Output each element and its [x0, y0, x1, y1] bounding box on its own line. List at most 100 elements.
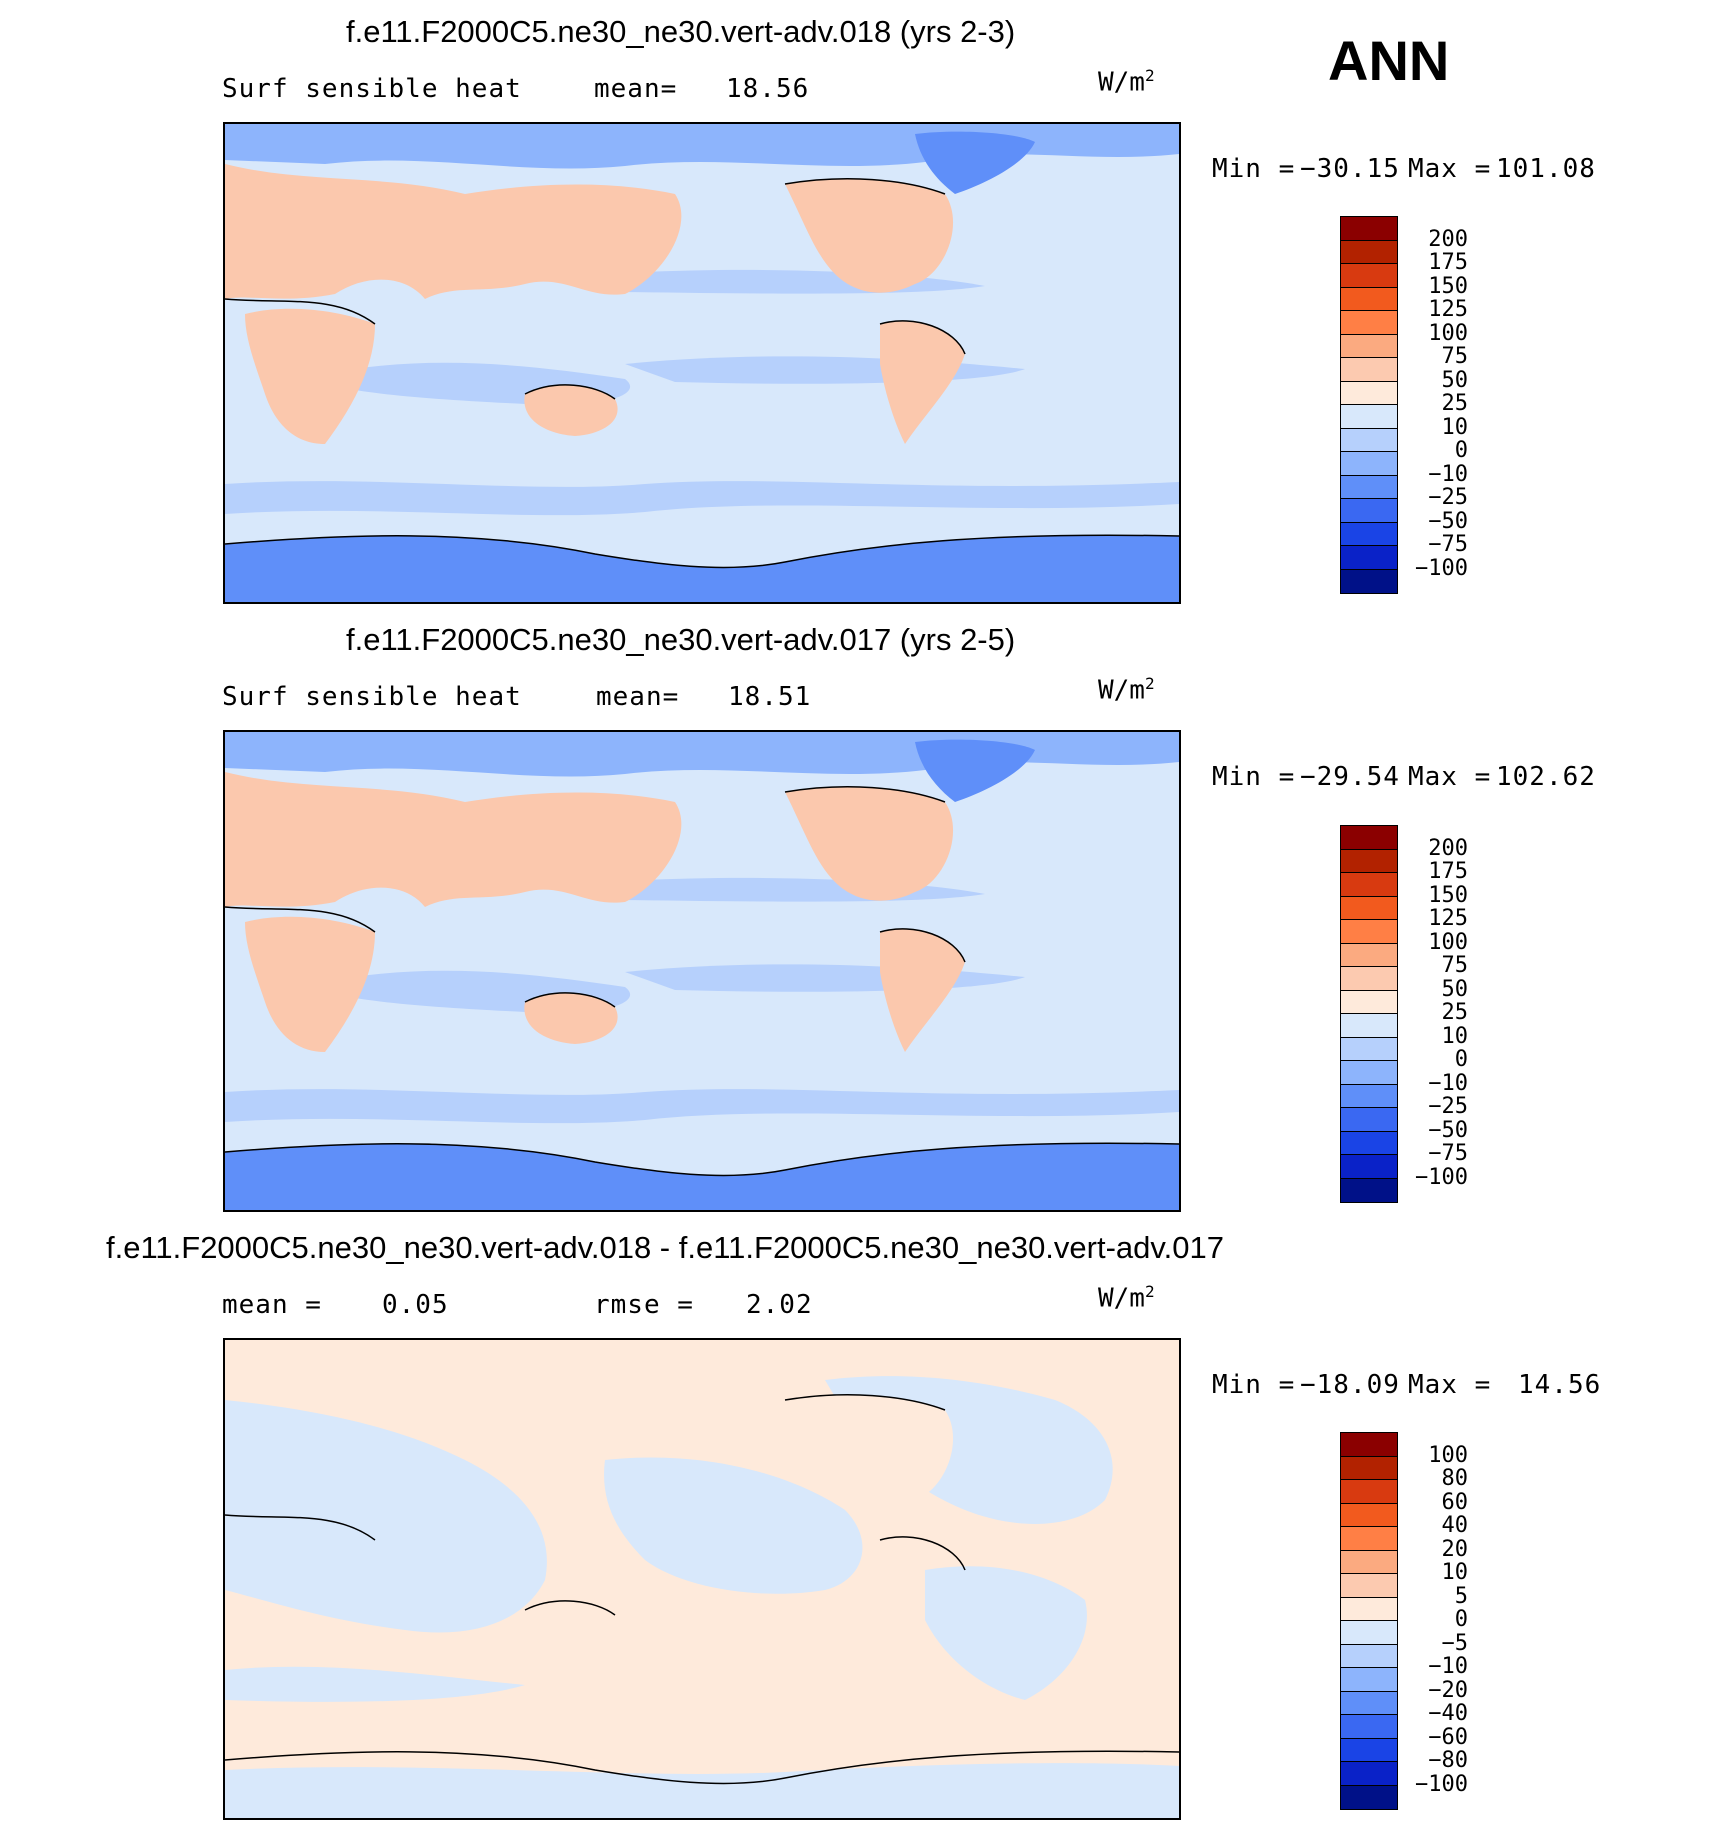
colorbar-level-label: 10 — [1441, 1023, 1469, 1049]
panel3-mean-value: 0.05 — [382, 1290, 449, 1320]
colorbar-level-label: −80 — [1428, 1748, 1468, 1773]
colorbar-level-label: 0 — [1454, 1047, 1468, 1072]
panel3-colorbar — [1340, 1432, 1398, 1810]
panel2-min-label: Min = — [1212, 762, 1296, 792]
colorbar-box — [1341, 1061, 1397, 1085]
colorbar-box — [1341, 1503, 1397, 1527]
colorbar-box — [1341, 920, 1397, 944]
panel2-map — [223, 730, 1181, 1212]
panel1-title: f.e11.F2000C5.ne30_ne30.vert-adv.018 (yr… — [346, 14, 1016, 49]
colorbar-box — [1341, 546, 1397, 570]
panel1-min-value: −30.15 — [1300, 154, 1400, 184]
panel3-min-value: −18.09 — [1300, 1370, 1400, 1400]
colorbar-box — [1341, 1715, 1397, 1739]
colorbar-level-label: 40 — [1441, 1513, 1469, 1538]
colorbar-level-label: −60 — [1428, 1724, 1468, 1750]
colorbar-level-label: 60 — [1441, 1489, 1469, 1515]
panel3-rmse-value: 2.02 — [746, 1290, 813, 1320]
colorbar-box — [1341, 1480, 1397, 1504]
colorbar-level-label: 200 — [1428, 226, 1468, 252]
colorbar-box — [1341, 1621, 1397, 1645]
colorbar-box — [1341, 1762, 1397, 1786]
colorbar-box — [1341, 1433, 1397, 1457]
colorbar-level-label: −75 — [1428, 1141, 1468, 1166]
colorbar-box — [1341, 1550, 1397, 1574]
colorbar-box — [1341, 1527, 1397, 1551]
panel1-map — [223, 122, 1181, 604]
colorbar-box — [1341, 1178, 1397, 1202]
colorbar-level-label: 125 — [1428, 906, 1468, 931]
colorbar-box — [1341, 217, 1397, 241]
colorbar-level-label: 0 — [1454, 438, 1468, 463]
panel3-max-label: Max = — [1408, 1370, 1492, 1400]
panel1-var-label: Surf sensible heat — [222, 74, 522, 104]
colorbar-level-label: −100 — [1415, 1164, 1468, 1190]
colorbar-level-label: −10 — [1428, 461, 1468, 487]
panel1-mean-label: mean= — [594, 74, 678, 104]
panel2-colorbar — [1340, 825, 1398, 1203]
colorbar-level-label: 50 — [1441, 976, 1469, 1002]
colorbar-box — [1341, 873, 1397, 897]
colorbar-level-label: 0 — [1454, 1607, 1468, 1632]
colorbar-level-label: −50 — [1428, 508, 1468, 534]
colorbar-box — [1341, 1131, 1397, 1155]
panel1-min-label: Min = — [1212, 154, 1296, 184]
colorbar-level-label: 150 — [1428, 882, 1468, 908]
colorbar-box — [1341, 522, 1397, 546]
panel2-min-value: −29.54 — [1300, 762, 1400, 792]
colorbar-box — [1341, 1644, 1397, 1668]
colorbar-level-label: 200 — [1428, 835, 1468, 861]
colorbar-level-label: 100 — [1428, 320, 1468, 346]
panel3-rmse-label: rmse = — [594, 1290, 694, 1320]
panel1-mean-value: 18.56 — [726, 74, 810, 104]
panel3-map-svg — [225, 1340, 1179, 1818]
colorbar-box — [1341, 826, 1397, 850]
colorbar-box — [1341, 1084, 1397, 1108]
colorbar-box — [1341, 990, 1397, 1014]
colorbar-box — [1341, 428, 1397, 452]
colorbar-level-label: 20 — [1441, 1536, 1469, 1562]
panel2-mean-value: 18.51 — [728, 682, 812, 712]
colorbar-box — [1341, 1456, 1397, 1480]
colorbar-box — [1341, 1155, 1397, 1179]
colorbar-level-label: −100 — [1415, 555, 1468, 581]
colorbar-box — [1341, 475, 1397, 499]
panel2-map-svg — [225, 732, 1179, 1210]
panel3-title: f.e11.F2000C5.ne30_ne30.vert-adv.018 - f… — [106, 1230, 1224, 1265]
season-label: ANN — [1328, 29, 1450, 92]
colorbar-level-label: −50 — [1428, 1117, 1468, 1143]
colorbar-level-label: −5 — [1441, 1630, 1469, 1656]
colorbar-box — [1341, 849, 1397, 873]
colorbar-box — [1341, 264, 1397, 288]
colorbar-level-label: −25 — [1428, 1094, 1468, 1119]
colorbar-box — [1341, 896, 1397, 920]
panel3-mean-label: mean = — [222, 1290, 322, 1320]
colorbar-level-label: −20 — [1428, 1677, 1468, 1703]
colorbar-box — [1341, 967, 1397, 991]
panel1-max-label: Max = — [1408, 154, 1492, 184]
colorbar-level-label: 150 — [1428, 273, 1468, 299]
panel3-min-label: Min = — [1212, 1370, 1296, 1400]
colorbar-level-label: 80 — [1441, 1466, 1469, 1491]
colorbar-box — [1341, 943, 1397, 967]
colorbar-level-label: 25 — [1441, 1000, 1469, 1025]
colorbar-level-label: 125 — [1428, 297, 1468, 322]
panel2-units: W/m2 — [1098, 674, 1155, 706]
panel2-max-label: Max = — [1408, 762, 1492, 792]
panel1-max-value: 101.08 — [1496, 154, 1596, 184]
colorbar-box — [1341, 1014, 1397, 1038]
colorbar-level-label: 5 — [1454, 1583, 1468, 1609]
colorbar-level-label: 175 — [1428, 250, 1468, 275]
colorbar-level-label: 10 — [1441, 414, 1469, 440]
colorbar-box — [1341, 381, 1397, 405]
colorbar-box — [1341, 1037, 1397, 1061]
colorbar-level-label: −100 — [1415, 1771, 1468, 1797]
colorbar-box — [1341, 569, 1397, 593]
colorbar-box — [1341, 1597, 1397, 1621]
panel2-title: f.e11.F2000C5.ne30_ne30.vert-adv.017 (yr… — [346, 622, 1016, 657]
panel1-units: W/m2 — [1098, 66, 1155, 98]
colorbar-box — [1341, 1108, 1397, 1132]
colorbar-level-label: 50 — [1441, 367, 1469, 393]
colorbar-box — [1341, 358, 1397, 382]
colorbar-level-label: 25 — [1441, 391, 1469, 416]
